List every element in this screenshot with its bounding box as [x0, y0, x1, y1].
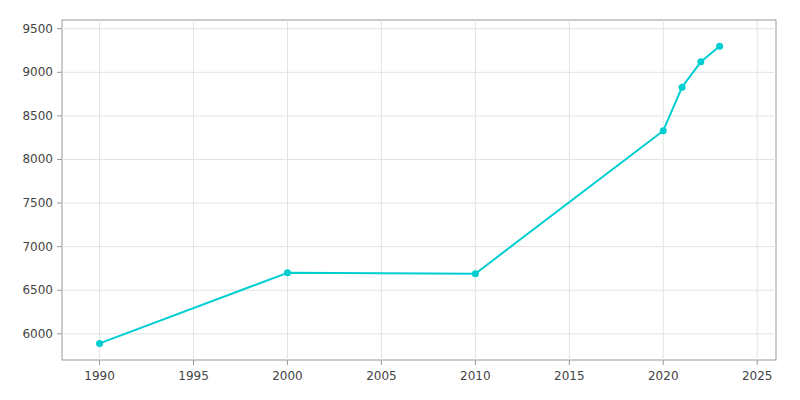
tick-label: 7000 — [22, 240, 53, 254]
tick-label: 9000 — [22, 65, 53, 79]
tick-label: 2025 — [742, 369, 773, 383]
line — [100, 46, 720, 343]
tick-mark — [475, 360, 476, 365]
point — [679, 84, 686, 91]
tick-mark — [57, 28, 62, 29]
tick-label: 7500 — [22, 196, 53, 210]
tick-mark — [193, 360, 194, 365]
axes: 1990 1995 2000 2005 2010 2015 2020 2025 6000 6500… — [22, 22, 772, 383]
grid-line — [381, 20, 382, 360]
tick-label: 1995 — [178, 369, 209, 383]
tick-label: 2000 — [272, 369, 303, 383]
grid-line — [569, 20, 570, 360]
tick-mark — [57, 72, 62, 73]
tick-label: 2015 — [554, 369, 585, 383]
tick-label: 6500 — [22, 283, 53, 297]
tick-label: 9500 — [22, 22, 53, 36]
tick-mark — [663, 360, 664, 365]
tick-mark — [57, 290, 62, 291]
chart-container: 1990 1995 2000 2005 2010 2015 2020 2025 6000 6500… — [0, 0, 800, 400]
tick-label: 8000 — [22, 152, 53, 166]
tick-label: 1990 — [84, 369, 115, 383]
point — [284, 269, 291, 276]
grid-line — [62, 246, 776, 247]
tick-mark — [57, 203, 62, 204]
grid-line — [62, 203, 776, 204]
grid-line — [62, 290, 776, 291]
grid-line — [287, 20, 288, 360]
grid-line — [99, 20, 100, 360]
tick-label: 2020 — [648, 369, 679, 383]
tick-label: 6000 — [22, 327, 53, 341]
tick-mark — [99, 360, 100, 365]
tick-label: 8500 — [22, 109, 53, 123]
grid-line — [757, 20, 758, 360]
tick-mark — [381, 360, 382, 365]
plot-frame — [62, 20, 776, 360]
tick-label: 2010 — [460, 369, 491, 383]
tick-mark — [57, 115, 62, 116]
grid-line — [62, 333, 776, 334]
tick-label: 2005 — [366, 369, 397, 383]
grid — [62, 20, 776, 360]
tick-mark — [757, 360, 758, 365]
point — [716, 43, 723, 50]
tick-mark — [287, 360, 288, 365]
tick-mark — [569, 360, 570, 365]
grid-line — [62, 159, 776, 160]
point — [660, 127, 667, 134]
grid-line — [62, 28, 776, 29]
point — [96, 340, 103, 347]
data-layer — [96, 43, 723, 347]
tick-mark — [57, 159, 62, 160]
point — [472, 270, 479, 277]
grid-line — [663, 20, 664, 360]
tick-mark — [57, 333, 62, 334]
point — [697, 58, 704, 65]
grid-line — [62, 72, 776, 73]
grid-line — [475, 20, 476, 360]
tick-mark — [57, 246, 62, 247]
chart-svg: 1990 1995 2000 2005 2010 2015 2020 2025 6000 6500… — [0, 0, 800, 400]
